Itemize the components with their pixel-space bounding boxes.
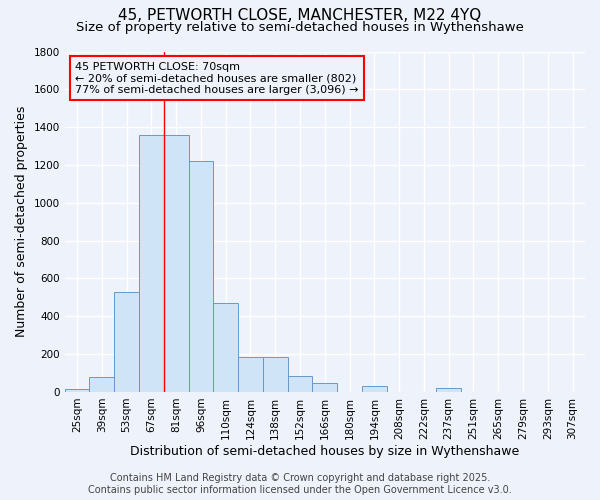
- Text: Contains HM Land Registry data © Crown copyright and database right 2025.
Contai: Contains HM Land Registry data © Crown c…: [88, 474, 512, 495]
- Text: Size of property relative to semi-detached houses in Wythenshawe: Size of property relative to semi-detach…: [76, 22, 524, 35]
- Bar: [139, 134, 164, 392]
- Bar: [65, 389, 89, 392]
- Bar: [238, 357, 263, 392]
- Bar: [164, 134, 188, 392]
- Bar: [436, 388, 461, 392]
- Bar: [114, 292, 139, 392]
- Y-axis label: Number of semi-detached properties: Number of semi-detached properties: [15, 106, 28, 338]
- Bar: [263, 357, 287, 392]
- Bar: [362, 386, 387, 392]
- X-axis label: Distribution of semi-detached houses by size in Wythenshawe: Distribution of semi-detached houses by …: [130, 444, 520, 458]
- Bar: [188, 161, 214, 392]
- Bar: [287, 376, 313, 392]
- Bar: [313, 382, 337, 392]
- Text: 45, PETWORTH CLOSE, MANCHESTER, M22 4YQ: 45, PETWORTH CLOSE, MANCHESTER, M22 4YQ: [118, 8, 482, 22]
- Bar: [89, 377, 114, 392]
- Bar: [214, 303, 238, 392]
- Text: 45 PETWORTH CLOSE: 70sqm
← 20% of semi-detached houses are smaller (802)
77% of : 45 PETWORTH CLOSE: 70sqm ← 20% of semi-d…: [75, 62, 359, 95]
